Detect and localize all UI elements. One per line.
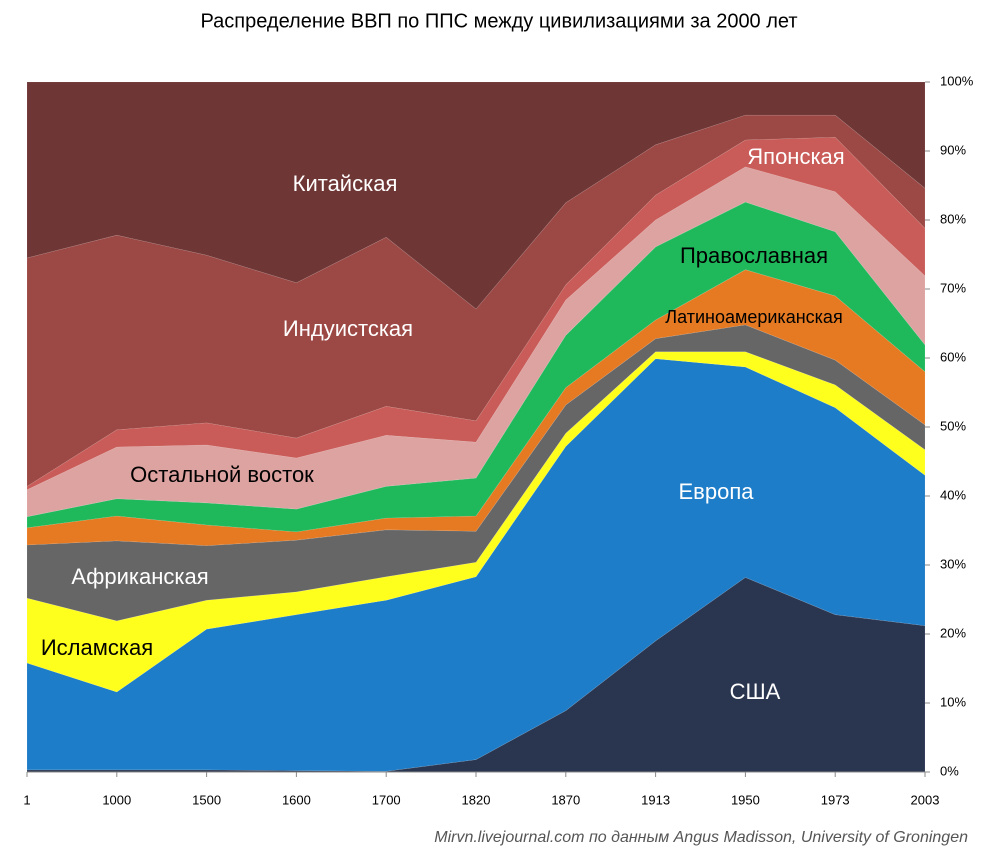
area <box>26 358 926 772</box>
y-tick-label: 50% <box>940 418 966 433</box>
y-tick-label: 30% <box>940 556 966 571</box>
y-tick-label: 0% <box>940 763 959 778</box>
area <box>26 324 926 622</box>
x-tick-label: 1913 <box>641 792 670 807</box>
series-label: США <box>730 679 781 704</box>
y-tick-label: 100% <box>940 73 974 88</box>
y-tick-label: 10% <box>940 694 966 709</box>
series-label: Европа <box>679 479 755 504</box>
x-tick-label: 1000 <box>102 792 131 807</box>
x-tick-label: 1 <box>23 792 30 807</box>
x-tick-label: 1600 <box>282 792 311 807</box>
y-tick-label: 70% <box>940 280 966 295</box>
x-tick-label: 1870 <box>551 792 580 807</box>
area <box>26 136 926 491</box>
y-tick-label: 40% <box>940 487 966 502</box>
series-label: Исламская <box>41 635 153 660</box>
y-tick-label: 60% <box>940 349 966 364</box>
area <box>26 81 926 310</box>
series-label: Православная <box>680 243 828 268</box>
series-label: Японская <box>747 144 844 169</box>
series-label: Остальной восток <box>130 462 314 487</box>
series-label: Латиноамериканская <box>665 307 842 327</box>
y-tick-label: 90% <box>940 142 966 157</box>
x-tick-label: 1500 <box>192 792 221 807</box>
series-label: Китайская <box>293 171 398 196</box>
chart-title: Распределение ВВП по ППС между цивилизац… <box>200 10 797 32</box>
y-tick-label: 20% <box>940 625 966 640</box>
series-label: Африканская <box>71 564 208 589</box>
x-tick-label: 1973 <box>821 792 850 807</box>
x-tick-label: 1950 <box>731 792 760 807</box>
source-note: Mirvn.livejournal.com по данным Angus Ma… <box>434 829 968 846</box>
x-tick-label: 2003 <box>911 792 940 807</box>
series-label: Индуистская <box>283 316 413 341</box>
y-tick-label: 80% <box>940 211 966 226</box>
x-tick-label: 1820 <box>462 792 491 807</box>
x-tick-label: 1700 <box>372 792 401 807</box>
